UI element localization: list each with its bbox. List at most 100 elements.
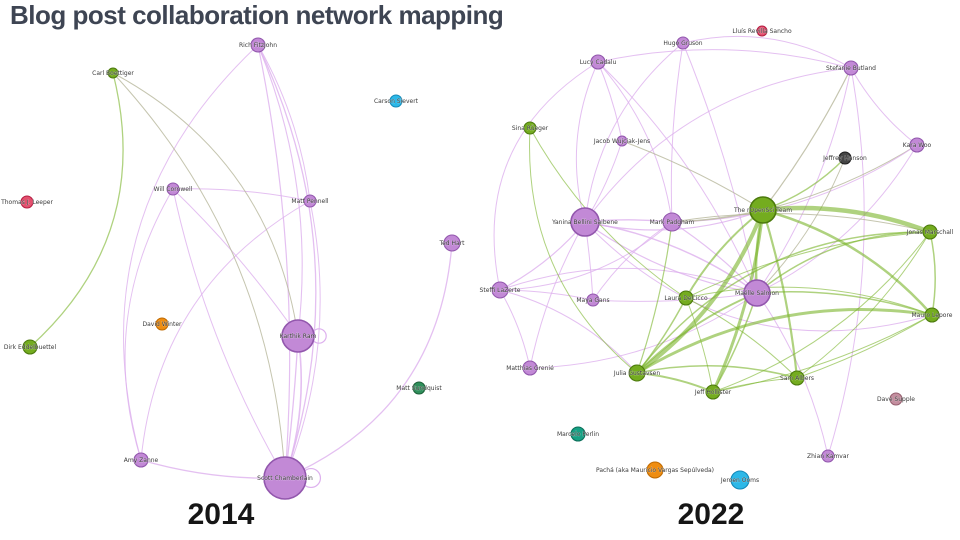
- collaboration-edge: [636, 365, 798, 379]
- node-amy-zanne[interactable]: [133, 452, 149, 468]
- collaboration-edge: [712, 377, 798, 393]
- collaboration-edge: [584, 42, 684, 223]
- node-laura-decicco[interactable]: [678, 290, 694, 306]
- node-sam-albers[interactable]: [789, 370, 805, 386]
- node-marcelo-perlin[interactable]: [570, 426, 586, 442]
- collaboration-edge: [584, 67, 852, 223]
- node-mark-padgham[interactable]: [662, 212, 682, 232]
- collaboration-edge: [762, 157, 846, 211]
- node-label: Mauro Lepore: [911, 312, 952, 319]
- year-label-2014: 2014: [187, 498, 255, 531]
- collaboration-edge: [762, 67, 852, 211]
- collaboration-edge: [761, 208, 934, 317]
- collaboration-edge: [172, 188, 299, 337]
- collaboration-edge: [756, 157, 846, 294]
- node-karthik-ram[interactable]: [281, 319, 315, 353]
- collaboration-edge: [796, 314, 933, 379]
- collaboration-edge: [529, 127, 638, 374]
- node-stefanie-butland[interactable]: [843, 60, 859, 76]
- collaboration-edge: [685, 286, 933, 316]
- collaboration-edge: [636, 297, 687, 374]
- collaboration-edge: [761, 208, 799, 380]
- collaboration-edge: [529, 127, 687, 299]
- node-scott-chamberlain[interactable]: [263, 456, 307, 500]
- collaboration-edge: [172, 188, 286, 479]
- node-label: Jeffrey Hanson: [822, 155, 867, 162]
- node-label: David Winter: [142, 321, 182, 328]
- node-lluis-revilla-sancho[interactable]: [756, 25, 768, 37]
- node-jeff-hollister[interactable]: [705, 384, 721, 400]
- node-carson-sievert[interactable]: [389, 94, 403, 108]
- collaboration-edge: [636, 221, 673, 374]
- node-label: Dave Supple: [877, 396, 915, 403]
- node-jacob-wujciak-jens[interactable]: [616, 135, 628, 147]
- collaboration-edge: [685, 297, 714, 393]
- node-label: Matt Pennell: [291, 198, 329, 205]
- node-will-cornwell[interactable]: [166, 182, 180, 196]
- collaboration-edge: [756, 291, 933, 316]
- collaboration-edge: [711, 208, 765, 394]
- collaboration-edge: [584, 221, 758, 294]
- node-label: Stefanie Butland: [826, 65, 876, 72]
- node-matt-pennell[interactable]: [303, 194, 317, 208]
- collaboration-edge: [929, 231, 936, 316]
- collaboration-edge: [671, 144, 918, 223]
- node-label: Mark Padgham: [650, 219, 695, 226]
- node-label: Julia Gustavsen: [613, 370, 660, 377]
- node-pacha[interactable]: [646, 461, 664, 479]
- collaboration-edge: [124, 188, 174, 461]
- collaboration-edge: [636, 231, 931, 374]
- collaboration-edge: [172, 188, 311, 202]
- collaboration-edge: [597, 49, 852, 69]
- node-label: Sina Rüeger: [512, 125, 549, 132]
- collaboration-edge: [529, 221, 586, 369]
- node-maya-gans[interactable]: [586, 293, 600, 307]
- collaboration-edge: [499, 289, 531, 369]
- collaboration-edge: [597, 61, 623, 142]
- collaboration-edge: [760, 205, 933, 235]
- collaboration-edge: [682, 42, 758, 294]
- node-yanina-bellini-saibene[interactable]: [570, 207, 600, 237]
- node-matthias-grenie[interactable]: [522, 360, 538, 376]
- network-2022: Lluís Revilla Sancho Hugo Gruson Stefanie …: [479, 25, 954, 490]
- collaboration-edge: [682, 35, 852, 69]
- node-label: Lucy Cadalu: [580, 59, 617, 66]
- node-label: Carl Boettiger: [92, 70, 134, 77]
- collaboration-edge: [685, 297, 798, 379]
- collaboration-edge: [597, 61, 673, 223]
- node-label: Rich FitzJohn: [239, 42, 277, 49]
- collaboration-edge: [685, 231, 931, 299]
- collaboration-edge: [499, 221, 586, 291]
- collaboration-edge: [529, 292, 758, 369]
- node-zhian-kamvar[interactable]: [821, 449, 835, 463]
- node-jonas-marschall[interactable]: [922, 224, 938, 240]
- node-ropensci-team[interactable]: [749, 196, 777, 224]
- node-dave-supple[interactable]: [889, 392, 903, 406]
- node-steffi-lazerte[interactable]: [491, 281, 509, 299]
- node-thomas-leeper[interactable]: [20, 195, 34, 209]
- node-sina-rueeger[interactable]: [523, 121, 537, 135]
- node-rich-fitzjohn[interactable]: [250, 37, 266, 53]
- node-matt-sundquist[interactable]: [412, 381, 426, 395]
- node-julia-gustavsen[interactable]: [628, 364, 646, 382]
- node-mauro-lepore[interactable]: [924, 307, 940, 323]
- node-label: Laura DeCicco: [664, 295, 708, 302]
- collaboration-edge: [493, 61, 599, 291]
- node-dirk-eddelbuettel[interactable]: [22, 339, 38, 355]
- collaboration-edge: [257, 44, 317, 479]
- collaboration-edge: [257, 44, 291, 479]
- node-hugo-gruson[interactable]: [676, 36, 690, 50]
- node-kara-woo[interactable]: [909, 137, 925, 153]
- node-jeroen-ooms[interactable]: [730, 470, 750, 490]
- collaboration-edge: [112, 72, 286, 479]
- node-label: Pachá (aka Mauricio Vargas Sepúlveda): [596, 467, 714, 474]
- collaboration-edge: [635, 308, 934, 375]
- node-jeffrey-hanson[interactable]: [838, 151, 852, 165]
- node-ted-hart[interactable]: [443, 234, 461, 252]
- node-david-winter[interactable]: [155, 317, 169, 331]
- node-maelle-salmon[interactable]: [743, 279, 771, 307]
- collaboration-edge: [112, 72, 299, 337]
- node-lucy-cadalu[interactable]: [590, 54, 606, 70]
- node-carl-boettiger[interactable]: [107, 67, 119, 79]
